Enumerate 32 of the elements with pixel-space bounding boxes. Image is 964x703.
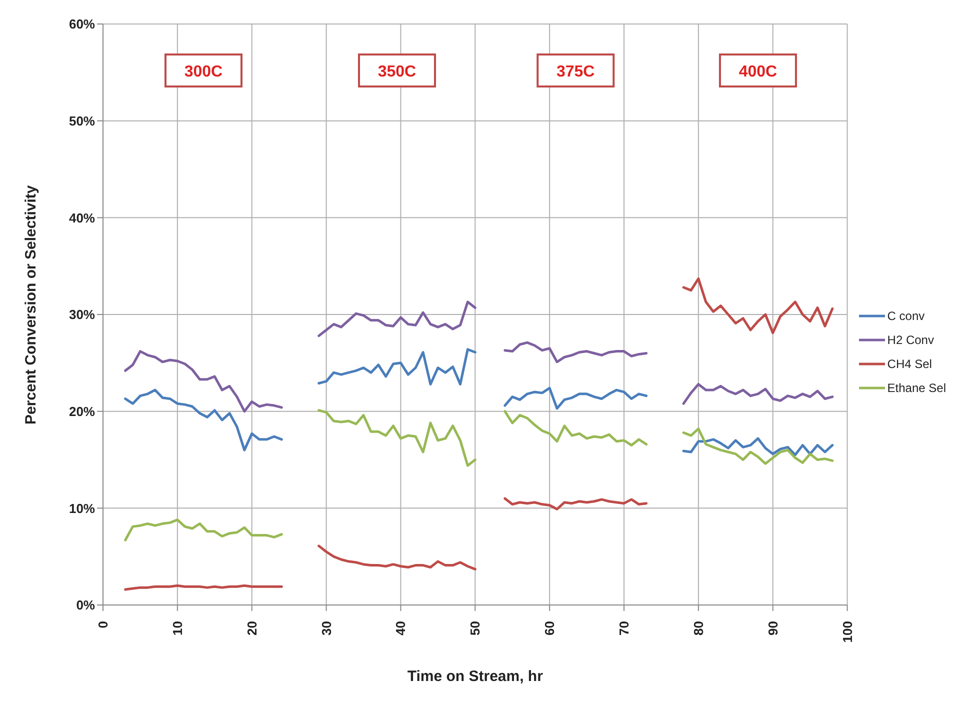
annotation: 300C xyxy=(184,63,224,80)
y-tick-label: 0% xyxy=(76,598,96,613)
x-tick-label: 40 xyxy=(393,621,408,636)
note-box: 400C xyxy=(718,53,797,88)
annotation: 400C xyxy=(738,63,778,80)
annotation: 375C xyxy=(556,63,596,80)
y-tick-label: 30% xyxy=(68,307,96,322)
y-tick-label: 40% xyxy=(68,210,96,226)
x-tick-label: 20 xyxy=(244,621,260,636)
x-tick-label: 80 xyxy=(690,621,706,636)
x-tick-label: 60 xyxy=(542,621,558,636)
x-tick-label: 0 xyxy=(96,621,110,628)
y-tick-label: 10% xyxy=(68,500,96,516)
note-box: 375C xyxy=(536,53,615,88)
x-tick-label: 100 xyxy=(840,621,855,643)
y-tick-label: 50% xyxy=(68,113,96,128)
legend-label: C conv xyxy=(887,308,925,322)
legend-label: Ethane Sel xyxy=(887,380,946,394)
y-tick-label: 20% xyxy=(68,404,96,419)
annotation: 350C xyxy=(378,63,417,80)
legend-label: H2 Conv xyxy=(887,332,934,346)
legend-label: CH4 Sel xyxy=(887,356,932,370)
x-tick-label: 90 xyxy=(765,621,780,636)
y-tick-label: 60% xyxy=(68,16,96,32)
x-tick-label: 50 xyxy=(468,621,483,636)
x-axis-title: Time on Stream, hr xyxy=(407,668,544,685)
note-box: 350C xyxy=(358,53,436,88)
note-box: 300C xyxy=(164,53,242,88)
y-axis-title: Percent Conversion or Selectivity xyxy=(22,184,40,424)
x-tick-label: 30 xyxy=(318,621,334,636)
x-tick-label: 70 xyxy=(616,621,632,636)
x-tick-label: 10 xyxy=(170,621,185,636)
